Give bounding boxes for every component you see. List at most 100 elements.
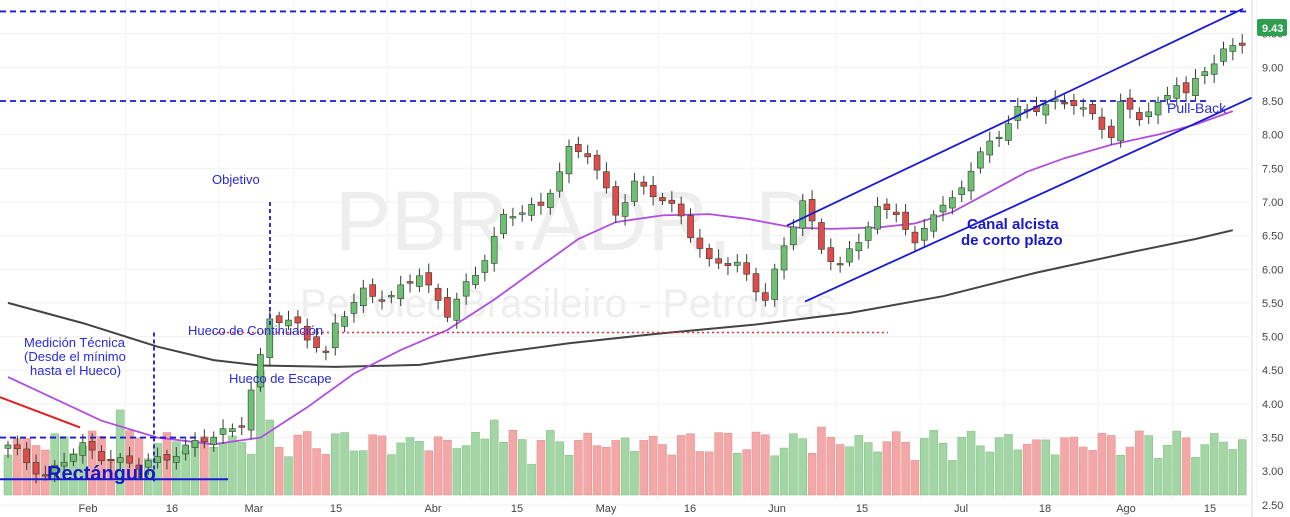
volume-bar [882,441,892,496]
candle-up [453,298,461,321]
candle-down [294,316,302,324]
x-tick-label: Mar [245,503,264,515]
candle-up [874,206,881,230]
annotation-canal-2: de corto plazo [961,232,1063,249]
y-tick-label: 7.00 [1262,197,1283,209]
candle-down [743,262,750,275]
volume-bar [1079,446,1088,496]
y-tick-label: 2.50 [1262,500,1283,512]
volume-bar [910,460,920,496]
candle-up [4,444,12,449]
ma-slow-line [7,229,1234,368]
candle-up [191,440,199,448]
candle-down [584,153,592,158]
candle-up [462,281,470,297]
candle-down [23,448,31,464]
volume-bar [1209,433,1219,496]
volume-bar [3,454,13,496]
candle-down [1108,125,1115,138]
volume-bar [115,409,125,496]
volume-bar [574,439,583,496]
volume-bar [461,445,471,496]
candle-up [528,204,535,216]
volume-bar [826,437,836,496]
volume-bar [807,453,817,496]
candle-up [846,248,853,263]
candle-down [640,181,648,187]
candle-down [32,462,40,475]
volume-bar [985,451,994,496]
volume-bar [97,436,106,496]
candle-up [500,213,507,235]
volume-bar [1191,457,1200,496]
candle-down [659,197,666,202]
volume-bar [835,444,845,496]
candle-down [668,199,676,204]
candle-down [1061,102,1068,105]
candle-up [995,136,1003,139]
x-axis: Feb 16 Mar 15 Abr 15 May 16 Jun 15 Jul 18 Ago 15 [79,503,1217,515]
candle-down [762,292,769,301]
last-price-label: 9.43 [1262,23,1283,35]
candle-up [986,140,994,156]
volume-bar [1228,449,1238,496]
annotation-pullback: Pull-Back [1167,100,1227,116]
volume-bar [209,447,218,496]
candle-up [154,456,161,463]
volume-bar [377,435,387,496]
candle-down [369,284,376,297]
candle-down [603,171,610,189]
volume-bar [658,444,667,496]
volume-bar [349,450,359,496]
x-tick-label: 18 [1039,503,1051,515]
candle-up [565,146,573,175]
candle-up [79,442,87,456]
ma-fast-line [7,110,1234,446]
candle-down [42,474,49,477]
volume-bar [1060,437,1069,496]
volume-bar [602,446,611,496]
volume-bar [873,451,882,496]
candle-up [51,464,59,475]
annotations: Objetivo Medición Técnica (Desde el míni… [24,100,1227,485]
candle-up [939,204,947,213]
volume-bar [723,432,733,496]
volume-bar [1181,437,1191,496]
watermark: PBR.ADR, D Petroleo Brasileiro - Petrobr… [300,174,836,326]
volume-bar [761,434,770,496]
volume-bar [452,448,462,496]
volume-bar [555,441,564,496]
last-price-marker: 9.43 [1257,19,1287,36]
candle-up [1079,107,1087,110]
volume-bar [733,452,742,496]
y-tick-label: 4.00 [1262,399,1283,411]
candle-down [444,297,451,318]
volume-bar [312,448,321,496]
volume-bar [630,450,639,496]
candle-up [229,428,236,432]
candle-up [144,460,152,468]
candle-down [537,201,545,206]
candle-up [1145,111,1152,117]
volume-bar [957,436,966,496]
volume-bar [1125,446,1135,496]
annotation-medicion-3: hasta el Hueco) [30,363,121,378]
volume-bar [1013,449,1023,496]
candle-up [799,200,807,229]
volume-bar [845,446,854,496]
volume-bar [228,435,237,496]
candle-down [1238,42,1246,46]
candle-down [696,237,704,249]
candle-down [902,211,909,230]
volume-bar [321,454,331,496]
candle-up [920,228,928,241]
y-tick-label: 9.00 [1262,62,1283,74]
candle-down [1182,82,1190,94]
x-tick-label: 15 [330,503,342,515]
volume-bar [1041,439,1051,496]
volume-bar [480,438,490,496]
candle-down [612,186,620,216]
candle-down [911,231,919,244]
x-tick-label: Ago [1116,503,1136,515]
